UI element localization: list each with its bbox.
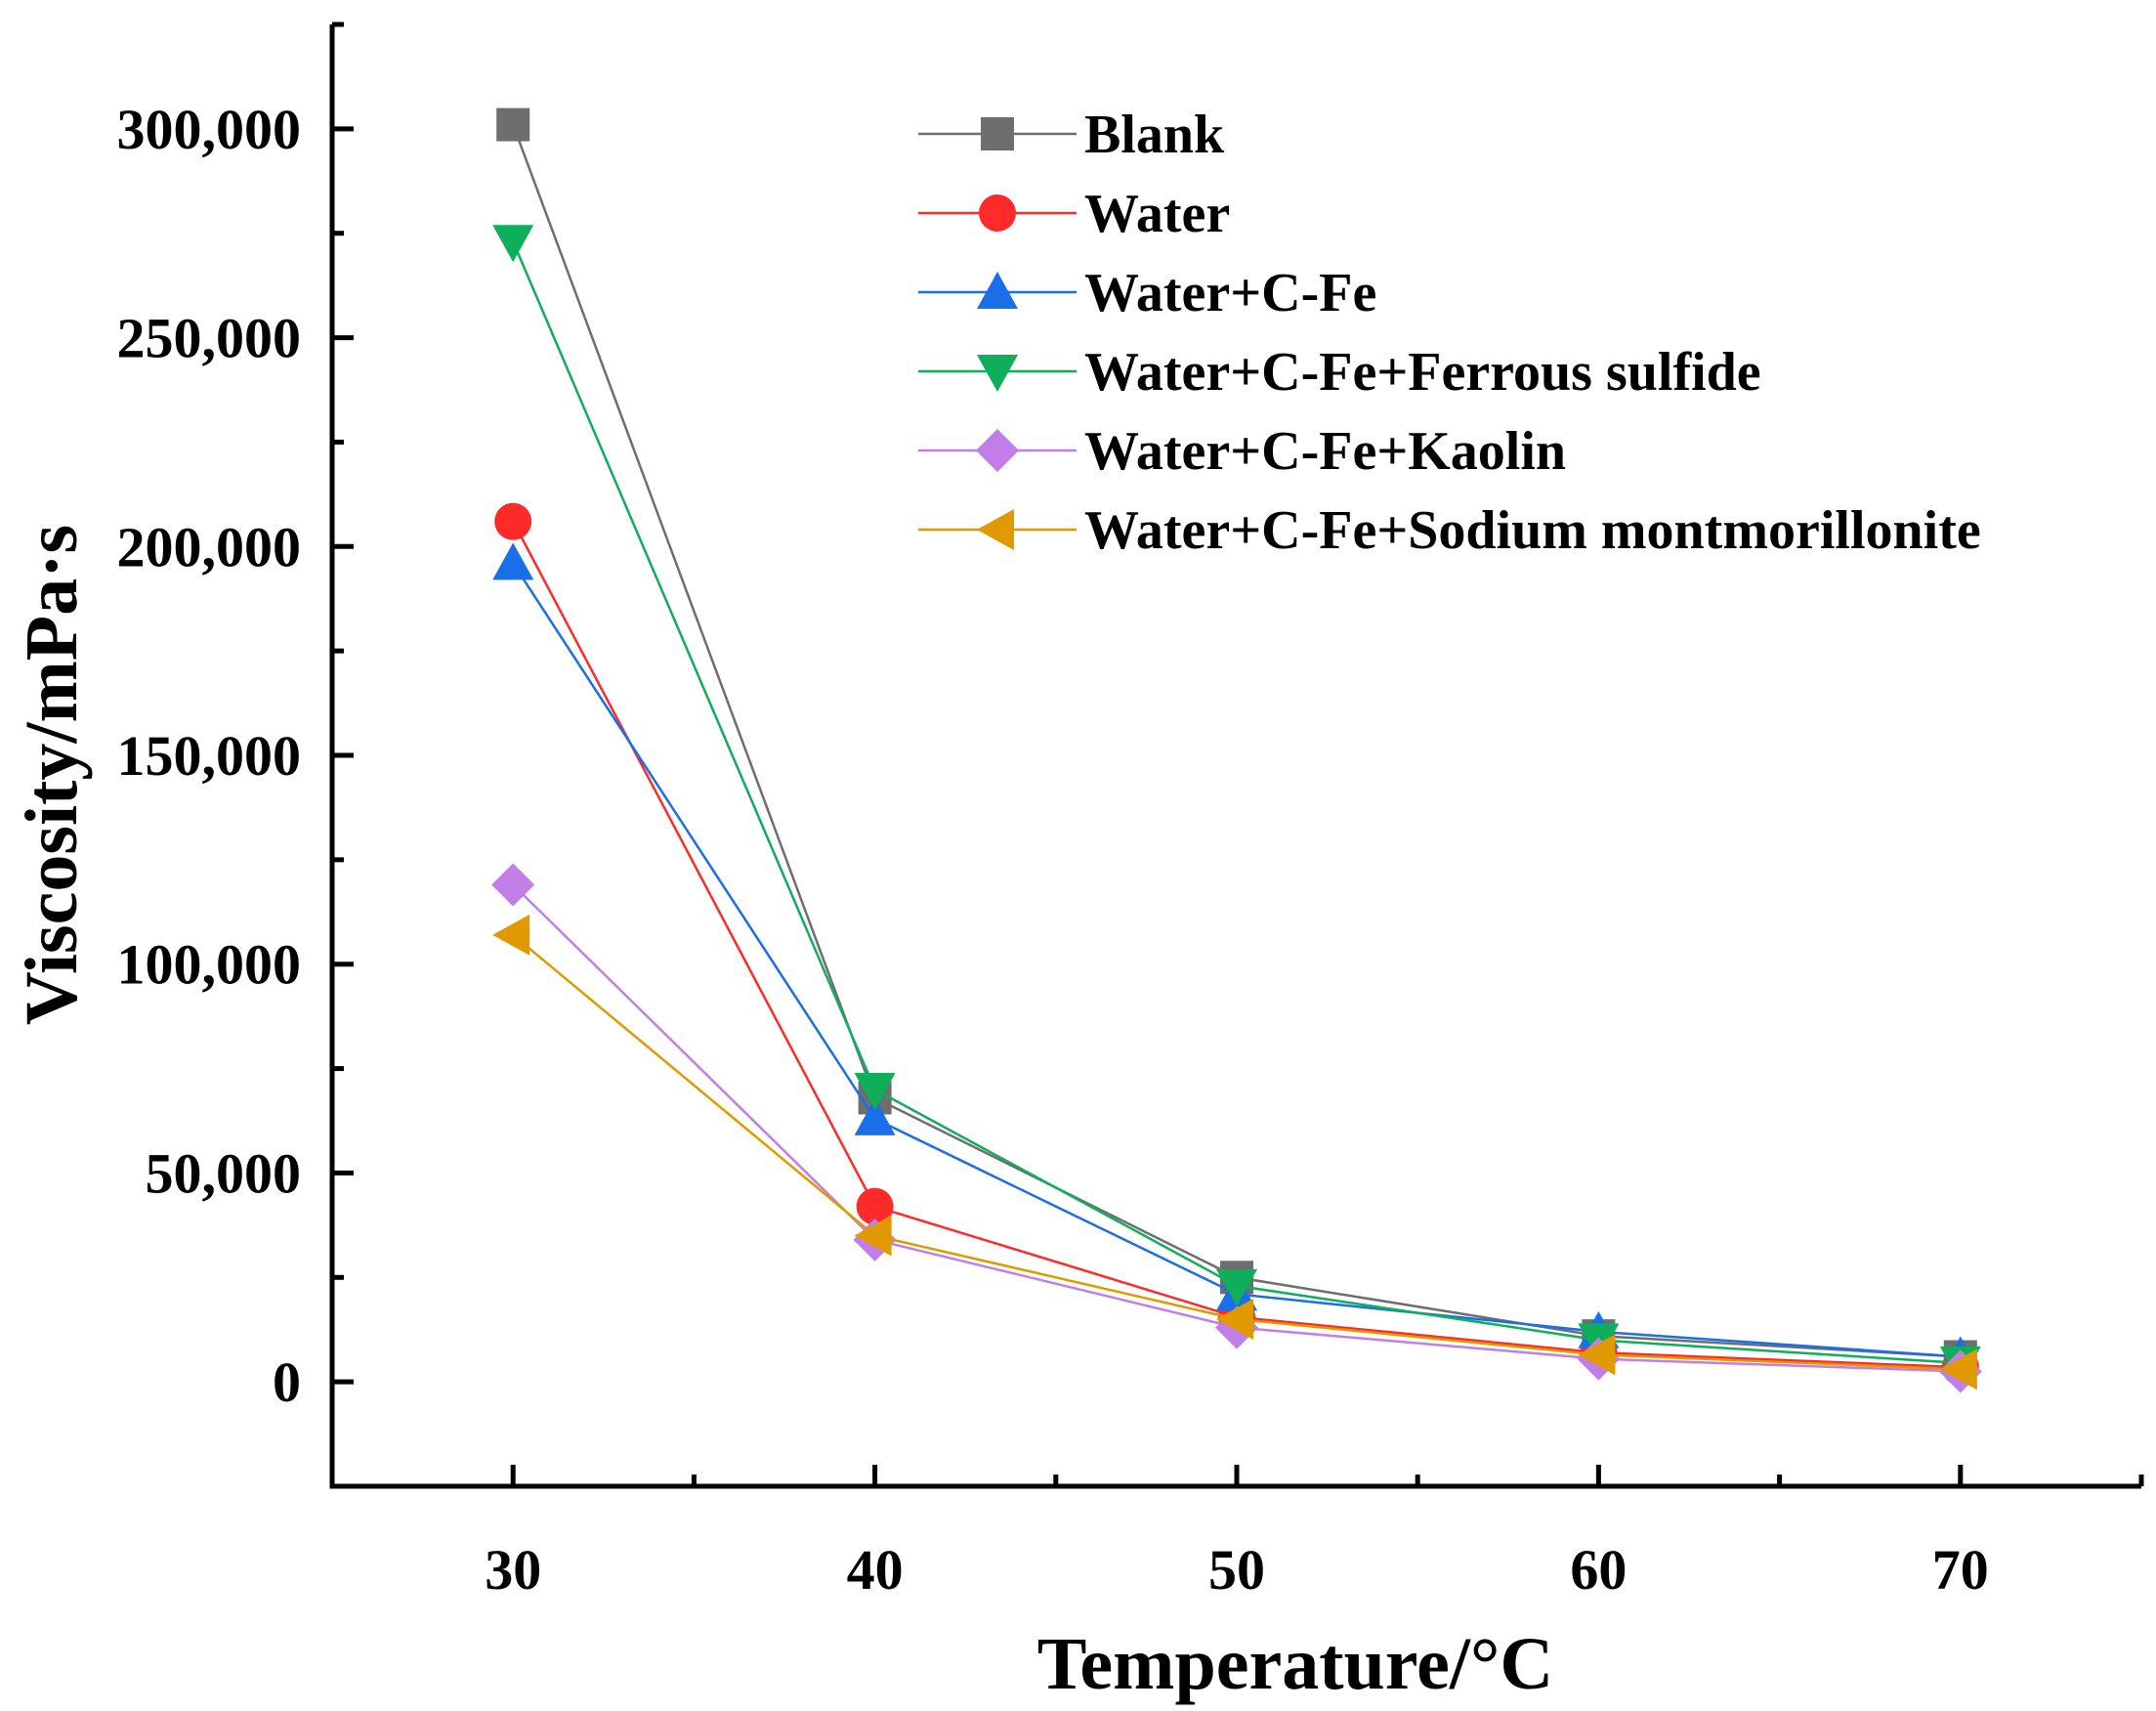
data-point xyxy=(1939,1348,1977,1390)
data-point xyxy=(856,1187,894,1225)
legend-label: Water+C-Fe+Kaolin xyxy=(1084,421,1566,482)
data-point xyxy=(1216,1268,1257,1306)
data-point xyxy=(1216,1299,1253,1341)
data-point xyxy=(494,502,532,540)
data-point xyxy=(492,914,530,956)
x-tick-label: 60 xyxy=(1570,1538,1627,1602)
y-tick-label: 0 xyxy=(273,1350,301,1414)
y-tick-label: 100,000 xyxy=(117,933,302,997)
legend: Blank Water Water+C-Fe Water+C-Fe+Ferrous s… xyxy=(918,105,1981,561)
data-point xyxy=(854,1215,892,1257)
legend-label: Water+C-Fe+Ferrous sulfide xyxy=(1084,342,1761,403)
y-tick-label: 200,000 xyxy=(117,515,302,578)
data-point xyxy=(854,1072,896,1110)
ticks-layer: 0 50,000 100,000 150,000 200,000 250,000 300,0… xyxy=(117,21,2144,1602)
legend-marker xyxy=(977,509,1014,550)
series-line xyxy=(512,240,1961,1365)
y-axis-title: Viscosity/mPa·s xyxy=(11,525,93,1025)
legend-marker xyxy=(979,194,1016,232)
legend-marker xyxy=(977,272,1018,309)
data-point xyxy=(496,107,530,142)
y-tick-label: 250,000 xyxy=(117,307,302,370)
legend-label: Water+C-Fe+Sodium montmorillonite xyxy=(1084,500,1981,561)
series-line xyxy=(512,562,1961,1358)
data-point xyxy=(1578,1334,1616,1376)
data-point xyxy=(491,863,535,907)
x-tick-label: 30 xyxy=(485,1538,541,1602)
legend-item: Water+C-Fe+Sodium montmorillonite xyxy=(918,500,1981,561)
data-point xyxy=(492,225,534,263)
series-line xyxy=(512,521,1961,1369)
legend-marker xyxy=(977,355,1018,392)
legend-item: Water xyxy=(918,184,1230,244)
series-water xyxy=(494,502,1979,1387)
legend-marker xyxy=(976,429,1019,472)
y-tick-label: 50,000 xyxy=(146,1141,302,1205)
legend-item: Water+C-Fe+Kaolin xyxy=(918,421,1566,482)
legend-label: Water+C-Fe xyxy=(1084,263,1376,323)
legend-marker xyxy=(981,117,1014,150)
x-tick-label: 70 xyxy=(1932,1538,1989,1602)
y-tick-label: 150,000 xyxy=(117,724,302,788)
legend-item: Water+C-Fe xyxy=(918,263,1376,323)
x-tick-label: 50 xyxy=(1208,1538,1265,1602)
x-tick-label: 40 xyxy=(847,1538,904,1602)
legend-label: Water xyxy=(1084,184,1230,244)
legend-item: Water+C-Fe+Ferrous sulfide xyxy=(918,342,1761,403)
series-layer xyxy=(491,107,1982,1393)
series-water-c-fe-sodium-montmorillonite xyxy=(492,914,1977,1390)
legend-item: Blank xyxy=(918,105,1225,165)
legend-label: Blank xyxy=(1084,105,1225,165)
x-axis-title: Temperature/°C xyxy=(1037,1623,1554,1705)
data-point xyxy=(492,542,534,580)
y-tick-label: 300,000 xyxy=(117,98,302,161)
data-point xyxy=(854,1097,896,1135)
